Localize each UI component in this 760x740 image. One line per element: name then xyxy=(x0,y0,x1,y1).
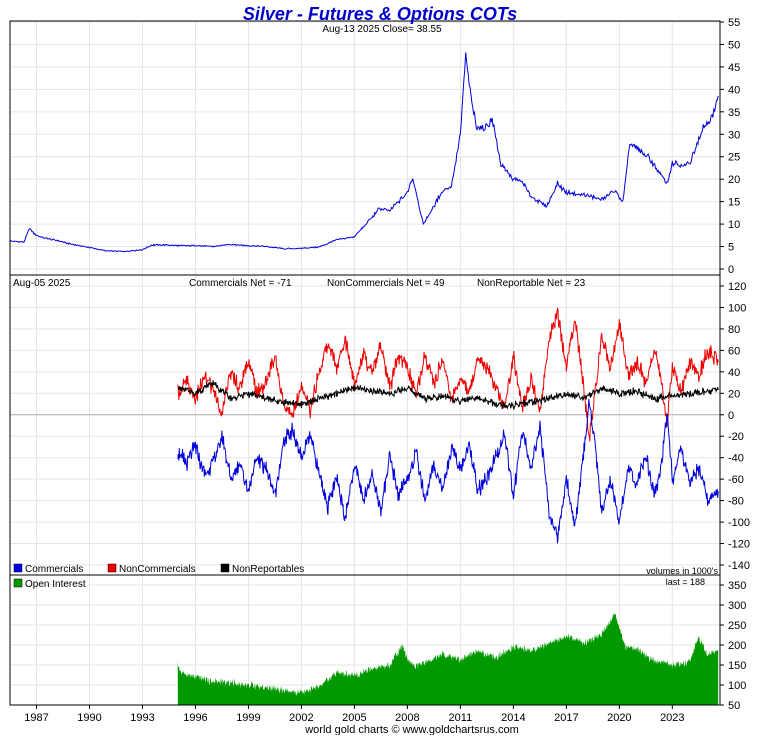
cot-y-tick-label: 80 xyxy=(728,324,740,336)
nonreportable-net-label: NonReportable Net = 23 xyxy=(477,278,586,289)
price-y-tick-label: 50 xyxy=(728,39,740,51)
x-tick-label: 2011 xyxy=(449,712,473,724)
grid-layer xyxy=(10,21,720,706)
x-tick-label: 2020 xyxy=(607,712,631,724)
oi-y-tick-label: 250 xyxy=(728,620,746,632)
price-y-tick-label: 45 xyxy=(728,62,740,74)
cot-y-tick-label: -140 xyxy=(728,560,750,572)
x-tick-label: 2005 xyxy=(342,712,366,724)
price-annotation: Aug-13 2025 Close= 38.55 xyxy=(322,24,442,35)
cot-y-tick-label: 20 xyxy=(728,388,740,400)
price-y-tick-label: 55 xyxy=(728,17,740,29)
price-y-tick-label: 10 xyxy=(728,219,740,231)
legend-label-nonreportables: NonReportables xyxy=(232,564,304,575)
price-y-tick-label: 0 xyxy=(728,264,734,276)
x-tick-label: 2008 xyxy=(395,712,419,724)
oi-panel-frame xyxy=(9,574,721,706)
legend-swatch-noncommercials xyxy=(107,563,117,573)
cot-y-tick-label: 40 xyxy=(728,367,740,379)
price-y-tick-label: 25 xyxy=(728,152,740,164)
price-y-tick-label: 15 xyxy=(728,197,740,209)
legend-label-open-interest: Open Interest xyxy=(25,579,86,590)
volume-units-note: volumes in 1000's xyxy=(646,566,718,576)
cot-y-tick-label: -80 xyxy=(728,496,744,508)
oi-y-tick-label: 50 xyxy=(728,700,740,712)
legend-label-noncommercials: NonCommercials xyxy=(119,564,196,575)
cot-y-tick-label: -40 xyxy=(728,453,744,465)
x-tick-label: 1987 xyxy=(24,712,48,724)
legend-label-commercials: Commercials xyxy=(25,564,83,575)
cot-y-tick-label: 0 xyxy=(728,410,734,422)
x-tick-label: 2017 xyxy=(554,712,578,724)
cot-date-label: Aug-05 2025 xyxy=(13,278,71,289)
commercials-line xyxy=(177,399,719,544)
footer-credit: world gold charts © www.goldchartsrus.co… xyxy=(304,724,519,735)
x-tick-label: 1993 xyxy=(130,712,154,724)
oi-y-tick-label: 350 xyxy=(728,580,746,592)
oi-y-tick-label: 300 xyxy=(728,600,746,612)
series-layer xyxy=(9,52,719,705)
x-tick-label: 2002 xyxy=(289,712,313,724)
oi-y-tick-label: 100 xyxy=(728,680,746,692)
cot-y-tick-label: -100 xyxy=(728,517,750,529)
open-interest-area xyxy=(177,612,719,705)
oi-y-tick-label: 200 xyxy=(728,640,746,652)
cot-y-tick-label: -20 xyxy=(728,431,744,443)
price-line xyxy=(9,52,719,253)
cot-y-tick-label: 120 xyxy=(728,281,746,293)
legend-swatch-nonreportables xyxy=(220,563,230,573)
frame-layer xyxy=(9,20,721,706)
price-y-tick-label: 35 xyxy=(728,107,740,119)
legend-swatch-commercials xyxy=(13,563,23,573)
chart-title: Silver - Futures & Options COTs xyxy=(243,4,517,24)
price-y-tick-label: 30 xyxy=(728,129,740,141)
x-tick-label: 2014 xyxy=(501,712,525,724)
x-tick-label: 1999 xyxy=(236,712,260,724)
commercials-net-label: Commercials Net = -71 xyxy=(189,278,292,289)
cot-legend: Commercials NonCommercials NonReportable… xyxy=(13,563,304,575)
x-tick-label: 1990 xyxy=(77,712,101,724)
price-y-tick-label: 5 xyxy=(728,242,734,254)
nonreportables-line xyxy=(177,380,719,410)
cot-y-tick-label: 100 xyxy=(728,302,746,314)
x-tick-label: 1996 xyxy=(183,712,207,724)
cot-y-tick-label: -60 xyxy=(728,474,744,486)
oi-legend: Open Interest xyxy=(13,578,86,590)
noncommercials-line xyxy=(177,306,719,442)
oi-last-label: last = 188 xyxy=(666,577,705,587)
noncommercials-net-label: NonCommercials Net = 49 xyxy=(327,278,445,289)
legend-swatch-open-interest xyxy=(13,578,23,588)
cot-y-tick-label: 60 xyxy=(728,345,740,357)
cot-y-tick-label: -120 xyxy=(728,539,750,551)
tick-layer: 0 5 10 15 20 25 30 35 40 45 50 55 -140 -120 -100 -80 -60… xyxy=(24,17,750,724)
price-y-tick-label: 40 xyxy=(728,84,740,96)
price-y-tick-label: 20 xyxy=(728,174,740,186)
oi-y-tick-label: 150 xyxy=(728,660,746,672)
x-tick-label: 2023 xyxy=(660,712,684,724)
